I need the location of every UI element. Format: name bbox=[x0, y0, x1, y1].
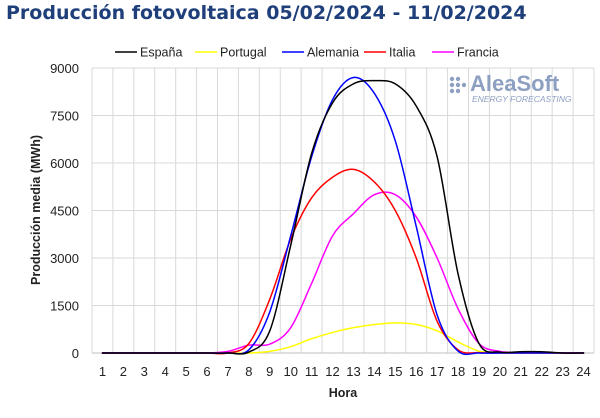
x-tick-label: 18 bbox=[451, 364, 465, 379]
logo-dot bbox=[455, 88, 461, 94]
x-tick-label: 24 bbox=[576, 364, 590, 379]
logo-dot bbox=[449, 88, 455, 94]
series-line-españa bbox=[101, 79, 585, 355]
x-axis-label: Hora bbox=[329, 386, 359, 400]
x-tick-label: 8 bbox=[245, 364, 252, 379]
x-tick-label: 12 bbox=[325, 364, 339, 379]
legend-label: España bbox=[140, 46, 182, 60]
y-tick-label: 6000 bbox=[50, 156, 79, 171]
legend-label: Francia bbox=[457, 46, 499, 60]
x-tick-label: 21 bbox=[514, 364, 528, 379]
x-tick-label: 7 bbox=[224, 364, 231, 379]
series-layer bbox=[101, 76, 585, 356]
logo-dot bbox=[455, 82, 461, 88]
x-tick-label: 14 bbox=[367, 364, 381, 379]
aleasoft-logo: AleaSoft ENERGY FORECASTING bbox=[449, 71, 572, 104]
legend-label: Alemania bbox=[307, 46, 359, 60]
x-tick-label: 19 bbox=[472, 364, 486, 379]
x-tick-label: 5 bbox=[183, 364, 190, 379]
logo-name: AleaSoft bbox=[470, 71, 560, 96]
logo-dot bbox=[449, 82, 455, 88]
y-tick-label: 3000 bbox=[50, 251, 79, 266]
x-tick-label: 13 bbox=[346, 364, 360, 379]
x-tick-label: 9 bbox=[266, 364, 273, 379]
x-tick-label: 4 bbox=[162, 364, 169, 379]
legend-label: Italia bbox=[389, 46, 415, 60]
x-tick-label: 22 bbox=[534, 364, 548, 379]
x-tick-label: 15 bbox=[388, 364, 402, 379]
x-tick-label: 23 bbox=[555, 364, 569, 379]
logo-dot bbox=[449, 76, 455, 82]
y-tick-label: 7500 bbox=[50, 109, 79, 124]
grid-layer bbox=[91, 67, 595, 354]
y-tick-label: 9000 bbox=[50, 61, 79, 76]
y-tick-label: 0 bbox=[72, 346, 79, 361]
y-tick-label: 1500 bbox=[50, 299, 79, 314]
legend: España Portugal Alemania Italia Francia bbox=[115, 46, 499, 60]
legend-label: Portugal bbox=[220, 46, 267, 60]
y-axis-label: Producción media (MWh) bbox=[29, 135, 43, 285]
y-tick-label: 4500 bbox=[50, 204, 79, 219]
x-tick-label: 11 bbox=[305, 364, 319, 379]
x-tick-label: 16 bbox=[409, 364, 423, 379]
x-tick-label: 17 bbox=[430, 364, 444, 379]
x-tick-label: 6 bbox=[203, 364, 210, 379]
logo-tagline: ENERGY FORECASTING bbox=[472, 94, 572, 104]
chart-title: Producción fotovoltaica 05/02/2024 - 11/… bbox=[6, 2, 527, 24]
x-tick-label: 2 bbox=[120, 364, 127, 379]
x-tick-label: 10 bbox=[283, 364, 297, 379]
x-tick-label: 20 bbox=[493, 364, 507, 379]
logo-dot bbox=[461, 82, 467, 88]
logo-dot bbox=[455, 76, 461, 82]
logo-dots-icon bbox=[449, 76, 467, 94]
x-tick-label: 3 bbox=[141, 364, 148, 379]
x-tick-label: 1 bbox=[99, 364, 106, 379]
